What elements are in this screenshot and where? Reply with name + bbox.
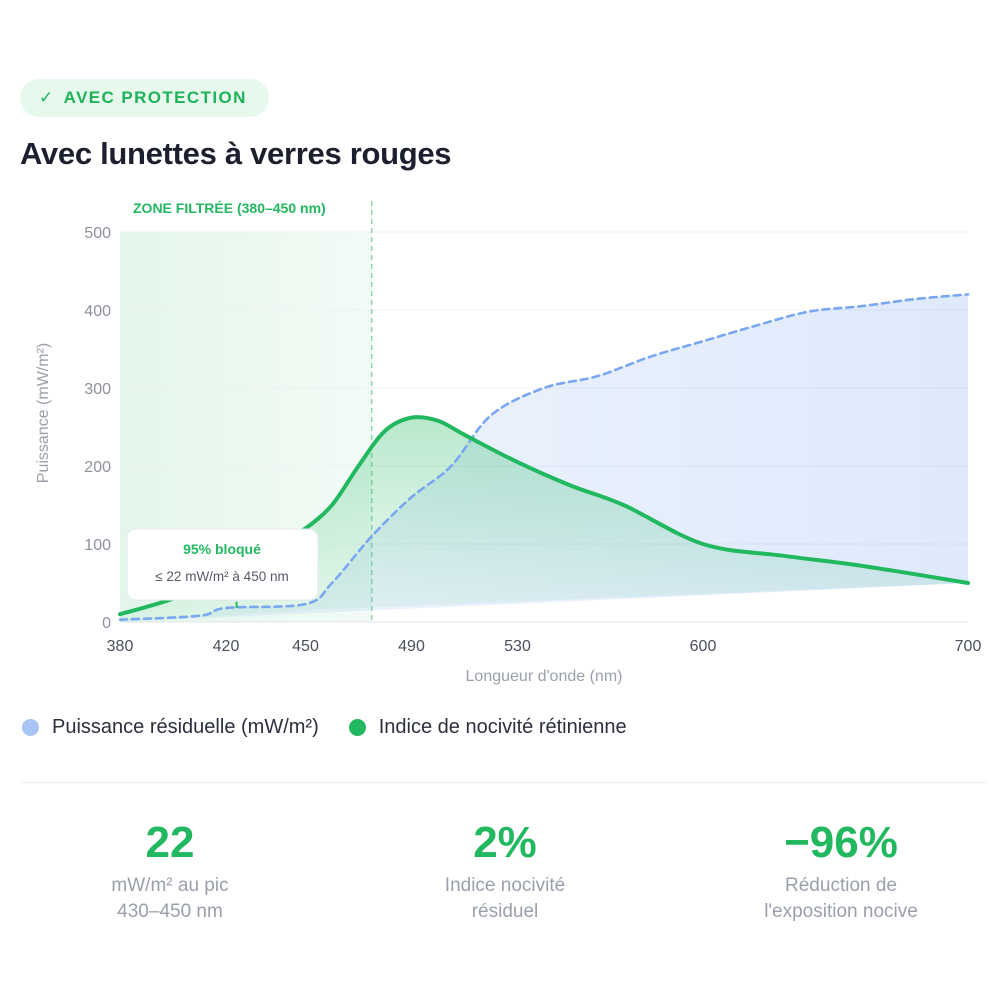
annotation-title: 95% bloqué xyxy=(183,541,261,557)
stat-value: −96% xyxy=(784,818,898,867)
protection-badge: ✓ AVEC PROTECTION xyxy=(20,79,269,117)
series-area-retinal-index xyxy=(120,417,968,622)
chart-title: Avec lunettes à verres rouges xyxy=(20,136,452,171)
stat-label: mW/m² au pic 430–450 nm xyxy=(40,873,300,925)
stat-peak-power: 22 mW/m² au pic 430–450 nm xyxy=(40,815,300,925)
x-axis-label: Longueur d'onde (nm) xyxy=(466,668,623,685)
x-tick-label: 600 xyxy=(690,638,717,655)
series-line-residual-power xyxy=(118,293,970,621)
stat-residual-index: 2% Indice nocivité résiduel xyxy=(375,815,635,925)
legend-item-residual-power: Puissance résiduelle (mW/m²) xyxy=(22,716,319,739)
legend-item-retinal-index: Indice de nocivité rétinienne xyxy=(348,716,627,739)
stat-label: Réduction de l'exposition nocive xyxy=(711,873,971,925)
x-tick-label: 420 xyxy=(213,638,240,655)
y-tick-label: 500 xyxy=(84,225,111,242)
x-tick-label: 490 xyxy=(398,638,425,655)
stat-label-line: l'exposition nocive xyxy=(764,901,918,922)
stat-label-line: mW/m² au pic xyxy=(111,875,229,896)
stat-label-line: Indice nocivité xyxy=(444,875,566,896)
annotation-text: ≤ 22 mW/m² à 450 nm xyxy=(155,569,288,584)
y-tick-label: 300 xyxy=(84,381,111,398)
x-tick-label: 530 xyxy=(504,638,531,655)
annotation-box xyxy=(126,528,319,601)
check-icon: ✓ xyxy=(39,88,55,107)
y-tick-label: 200 xyxy=(84,459,111,476)
wavelength-chart: ZONE FILTRÉE (380–450 nm) 0 100 200 300 400 50… xyxy=(35,200,982,685)
stat-exposure-reduction: −96% Réduction de l'exposition nocive xyxy=(711,815,971,925)
stat-label-line: résiduel xyxy=(471,901,539,922)
divider xyxy=(20,782,988,783)
y-tick-label: 400 xyxy=(84,303,111,320)
stat-label: Indice nocivité résiduel xyxy=(375,873,635,925)
x-tick-label: 380 xyxy=(107,638,134,655)
zone-label: ZONE FILTRÉE (380–450 nm) xyxy=(133,200,326,216)
y-axis-label: Puissance (mW/m²) xyxy=(35,343,52,483)
chart-legend: Puissance résiduelle (mW/m²) Indice de n… xyxy=(22,716,657,739)
legend-dot-blue xyxy=(22,719,39,736)
y-tick-label: 0 xyxy=(102,615,111,632)
x-tick-label: 450 xyxy=(292,638,319,655)
stat-value: 22 xyxy=(145,818,195,867)
legend-label: Indice de nocivité rétinienne xyxy=(378,716,627,738)
legend-dot-green xyxy=(348,719,366,736)
stat-value: 2% xyxy=(473,818,537,867)
y-tick-label: 100 xyxy=(84,537,111,554)
legend-label: Puissance résiduelle (mW/m²) xyxy=(52,716,319,738)
series-area-residual-power xyxy=(120,294,968,622)
stat-label-line: 430–450 nm xyxy=(117,901,223,922)
stat-label-line: Réduction de xyxy=(785,875,897,896)
x-tick-label: 700 xyxy=(955,638,982,655)
badge-label: AVEC PROTECTION xyxy=(63,88,247,107)
